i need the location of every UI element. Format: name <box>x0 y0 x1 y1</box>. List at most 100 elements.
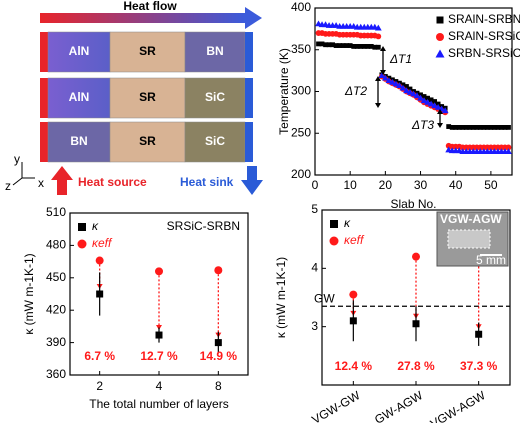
marker <box>329 236 339 246</box>
marker <box>488 125 494 130</box>
marker <box>378 72 386 79</box>
marker <box>456 125 462 130</box>
marker <box>95 256 104 265</box>
marker <box>347 43 353 48</box>
marker <box>214 339 222 347</box>
marker <box>446 124 452 129</box>
marker <box>460 125 466 130</box>
delta-label: ΔT3 <box>411 118 434 132</box>
marker <box>388 78 396 85</box>
marker <box>463 125 469 130</box>
heat-flow-head <box>245 7 262 29</box>
y-tick-label: 350 <box>291 42 311 56</box>
axis-z <box>12 177 23 186</box>
x-tick-label: 4 <box>156 379 163 393</box>
marker <box>96 290 104 298</box>
marker <box>358 44 364 49</box>
axis-x-label: x <box>38 176 44 190</box>
x-tick-label: 0 <box>312 178 319 192</box>
marker <box>410 90 417 97</box>
marker <box>436 16 444 24</box>
block-label: SiC <box>205 134 225 148</box>
slab-block <box>109 121 186 163</box>
marker <box>484 125 490 130</box>
marker <box>425 95 430 101</box>
marker <box>475 330 483 338</box>
delta-label: ΔT1 <box>389 52 412 66</box>
slab-block <box>47 121 111 163</box>
marker <box>396 82 403 89</box>
y-axis-label: κ (mW m-1K-1) <box>22 253 36 334</box>
source-stripe <box>40 122 48 162</box>
marker <box>404 84 409 89</box>
y-tick-label: 480 <box>46 238 66 252</box>
marker <box>337 43 343 48</box>
marker <box>333 43 339 48</box>
inset-title: VGW-AGW <box>440 212 502 226</box>
sink-stripe <box>245 122 253 162</box>
marker <box>421 94 427 99</box>
marker <box>330 42 335 48</box>
marker <box>474 125 480 130</box>
block-label: BN <box>70 134 87 148</box>
marker <box>506 125 511 130</box>
inset-sample <box>447 229 491 249</box>
marker <box>340 43 346 48</box>
chart-label: SRSiC-SRBN <box>167 219 240 233</box>
marker <box>492 125 497 130</box>
chart: 360 390 420 450 480 510 κ (mW m-1K-1) The total… <box>22 205 249 411</box>
marker <box>375 44 381 50</box>
marker <box>477 125 483 130</box>
legend-label: SRAlN-SRSiC <box>448 29 520 43</box>
marker <box>431 102 439 109</box>
marker <box>505 148 512 155</box>
marker <box>361 44 367 49</box>
slab-block <box>184 77 246 119</box>
marker <box>481 125 487 130</box>
x-axis-label: The total number of layers <box>89 397 228 411</box>
sink-stripe <box>245 78 253 118</box>
arrow-head <box>437 123 443 128</box>
arrow-head <box>375 103 381 108</box>
marker <box>392 80 400 87</box>
marker <box>78 223 86 231</box>
marker <box>375 33 382 40</box>
marker <box>319 41 325 47</box>
y-tick-label: 3 <box>311 319 318 333</box>
block-label: BN <box>206 44 223 58</box>
y-tick-label: 250 <box>291 125 311 139</box>
y-tick-label: 4 <box>311 261 318 275</box>
marker <box>432 99 438 104</box>
marker <box>399 84 407 91</box>
marker <box>406 88 414 95</box>
block-label: SR <box>139 134 156 148</box>
x-tick-label: GW-AGW <box>372 388 426 423</box>
percent-label: 12.7 % <box>140 349 178 363</box>
slab-block <box>47 31 111 73</box>
slab-block <box>109 31 186 73</box>
x-tick-label: 2 <box>96 379 103 393</box>
chart: 200 250 300 350 400 Temperature (K) Slab No. 0 1… <box>277 0 520 211</box>
heat-flow-bar <box>40 13 245 23</box>
inset-scale: 5 mm <box>476 253 506 267</box>
heat-sink-label: Heat sink <box>180 175 234 189</box>
marker <box>434 103 442 110</box>
x-tick-label: 30 <box>414 178 428 192</box>
slab-block <box>184 121 246 163</box>
arrow-head <box>380 46 386 51</box>
legend-label: κeff <box>344 233 365 247</box>
marker <box>77 239 87 249</box>
y-axis-label: Temperature (K) <box>277 48 291 135</box>
marker <box>412 252 420 261</box>
reference-label: GW <box>314 291 335 305</box>
marker <box>470 125 476 130</box>
source-stripe <box>40 32 48 72</box>
marker <box>413 92 421 99</box>
marker <box>374 24 382 31</box>
percent-label: 37.3 % <box>460 359 498 373</box>
marker <box>214 266 223 275</box>
marker <box>412 320 420 328</box>
source-arrow <box>51 166 73 195</box>
